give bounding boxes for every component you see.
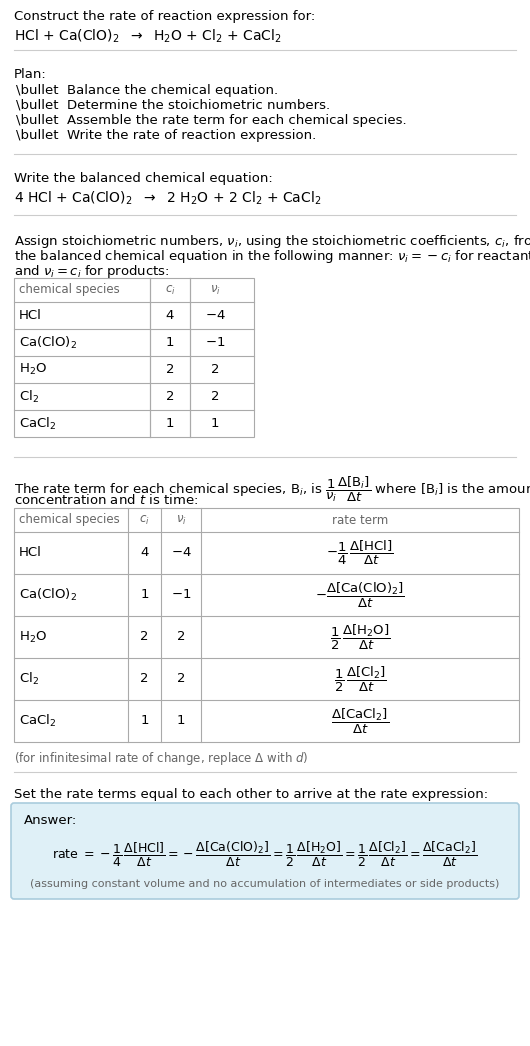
Text: rate term: rate term <box>332 514 388 526</box>
Text: Answer:: Answer: <box>24 814 77 827</box>
Text: 2: 2 <box>140 673 149 685</box>
Text: H$_2$O: H$_2$O <box>19 630 47 644</box>
Text: $\dfrac{1}{2}\,\dfrac{\Delta[\mathrm{Cl_2}]}{\Delta t}$: $\dfrac{1}{2}\,\dfrac{\Delta[\mathrm{Cl_… <box>333 664 386 693</box>
Text: Cl$_2$: Cl$_2$ <box>19 670 39 687</box>
Text: 1: 1 <box>211 417 219 430</box>
Text: 1: 1 <box>140 714 149 728</box>
Text: 2: 2 <box>176 673 186 685</box>
Text: CaCl$_2$: CaCl$_2$ <box>19 713 56 729</box>
Text: 1: 1 <box>166 336 174 349</box>
Bar <box>14 508 519 742</box>
Text: 2: 2 <box>211 390 219 403</box>
Text: HCl: HCl <box>19 546 42 560</box>
Text: $\nu_i$: $\nu_i$ <box>175 514 187 526</box>
Text: the balanced chemical equation in the following manner: $\nu_i = -c_i$ for react: the balanced chemical equation in the fo… <box>14 248 530 265</box>
Text: $\dfrac{\Delta[\mathrm{CaCl_2}]}{\Delta t}$: $\dfrac{\Delta[\mathrm{CaCl_2}]}{\Delta … <box>331 706 389 735</box>
Text: (assuming constant volume and no accumulation of intermediates or side products): (assuming constant volume and no accumul… <box>30 879 500 889</box>
Text: The rate term for each chemical species, B$_i$, is $\dfrac{1}{\nu_i}\dfrac{\Delt: The rate term for each chemical species,… <box>14 475 530 504</box>
Text: $-4$: $-4$ <box>205 309 225 322</box>
Text: 4: 4 <box>140 546 149 560</box>
Text: $\nu_i$: $\nu_i$ <box>209 283 220 297</box>
Text: Write the balanced chemical equation:: Write the balanced chemical equation: <box>14 172 273 185</box>
Text: \bullet  Balance the chemical equation.: \bullet Balance the chemical equation. <box>16 84 278 97</box>
Text: 2: 2 <box>166 390 174 403</box>
Text: \bullet  Write the rate of reaction expression.: \bullet Write the rate of reaction expre… <box>16 129 316 142</box>
Text: Ca(ClO)$_2$: Ca(ClO)$_2$ <box>19 587 77 604</box>
Text: $\dfrac{1}{2}\,\dfrac{\Delta[\mathrm{H_2O}]}{\Delta t}$: $\dfrac{1}{2}\,\dfrac{\Delta[\mathrm{H_2… <box>330 622 390 652</box>
Text: 2: 2 <box>140 631 149 643</box>
Text: $-\dfrac{1}{4}\,\dfrac{\Delta[\mathrm{HCl}]}{\Delta t}$: $-\dfrac{1}{4}\,\dfrac{\Delta[\mathrm{HC… <box>326 539 394 567</box>
Text: $-4$: $-4$ <box>171 546 191 560</box>
Text: rate $= -\dfrac{1}{4}\,\dfrac{\Delta[\mathrm{HCl}]}{\Delta t} = -\dfrac{\Delta[\: rate $= -\dfrac{1}{4}\,\dfrac{\Delta[\ma… <box>52 840 478 868</box>
Text: Construct the rate of reaction expression for:: Construct the rate of reaction expressio… <box>14 10 315 23</box>
Text: and $\nu_i = c_i$ for products:: and $\nu_i = c_i$ for products: <box>14 263 170 280</box>
Text: Plan:: Plan: <box>14 68 47 81</box>
Text: $-1$: $-1$ <box>171 589 191 601</box>
Text: Assign stoichiometric numbers, $\nu_i$, using the stoichiometric coefficients, $: Assign stoichiometric numbers, $\nu_i$, … <box>14 233 530 250</box>
Text: $c_i$: $c_i$ <box>165 283 175 297</box>
Text: 1: 1 <box>176 714 186 728</box>
Text: 2: 2 <box>166 363 174 376</box>
Text: $c_i$: $c_i$ <box>139 514 150 526</box>
Text: HCl + Ca(ClO)$_2$  $\rightarrow$  H$_2$O + Cl$_2$ + CaCl$_2$: HCl + Ca(ClO)$_2$ $\rightarrow$ H$_2$O +… <box>14 28 281 45</box>
Text: \bullet  Determine the stoichiometric numbers.: \bullet Determine the stoichiometric num… <box>16 99 330 112</box>
Text: \bullet  Assemble the rate term for each chemical species.: \bullet Assemble the rate term for each … <box>16 114 407 127</box>
Text: HCl: HCl <box>19 309 42 322</box>
Text: 4: 4 <box>166 309 174 322</box>
Text: $-\dfrac{\Delta[\mathrm{Ca(ClO)_2}]}{\Delta t}$: $-\dfrac{\Delta[\mathrm{Ca(ClO)_2}]}{\De… <box>315 581 405 610</box>
Text: CaCl$_2$: CaCl$_2$ <box>19 415 56 432</box>
Text: 2: 2 <box>176 631 186 643</box>
Bar <box>14 278 254 437</box>
Text: concentration and $t$ is time:: concentration and $t$ is time: <box>14 493 198 507</box>
Text: Set the rate terms equal to each other to arrive at the rate expression:: Set the rate terms equal to each other t… <box>14 788 488 801</box>
Text: chemical species: chemical species <box>19 283 120 296</box>
Text: 4 HCl + Ca(ClO)$_2$  $\rightarrow$  2 H$_2$O + 2 Cl$_2$ + CaCl$_2$: 4 HCl + Ca(ClO)$_2$ $\rightarrow$ 2 H$_2… <box>14 190 321 207</box>
FancyBboxPatch shape <box>11 803 519 899</box>
Text: 1: 1 <box>166 417 174 430</box>
Text: 2: 2 <box>211 363 219 376</box>
Text: chemical species: chemical species <box>19 514 120 526</box>
Text: (for infinitesimal rate of change, replace $\Delta$ with $d$): (for infinitesimal rate of change, repla… <box>14 750 308 767</box>
Text: H$_2$O: H$_2$O <box>19 362 47 377</box>
Text: $-1$: $-1$ <box>205 336 225 349</box>
Text: Ca(ClO)$_2$: Ca(ClO)$_2$ <box>19 335 77 350</box>
Text: 1: 1 <box>140 589 149 601</box>
Text: Cl$_2$: Cl$_2$ <box>19 388 39 405</box>
